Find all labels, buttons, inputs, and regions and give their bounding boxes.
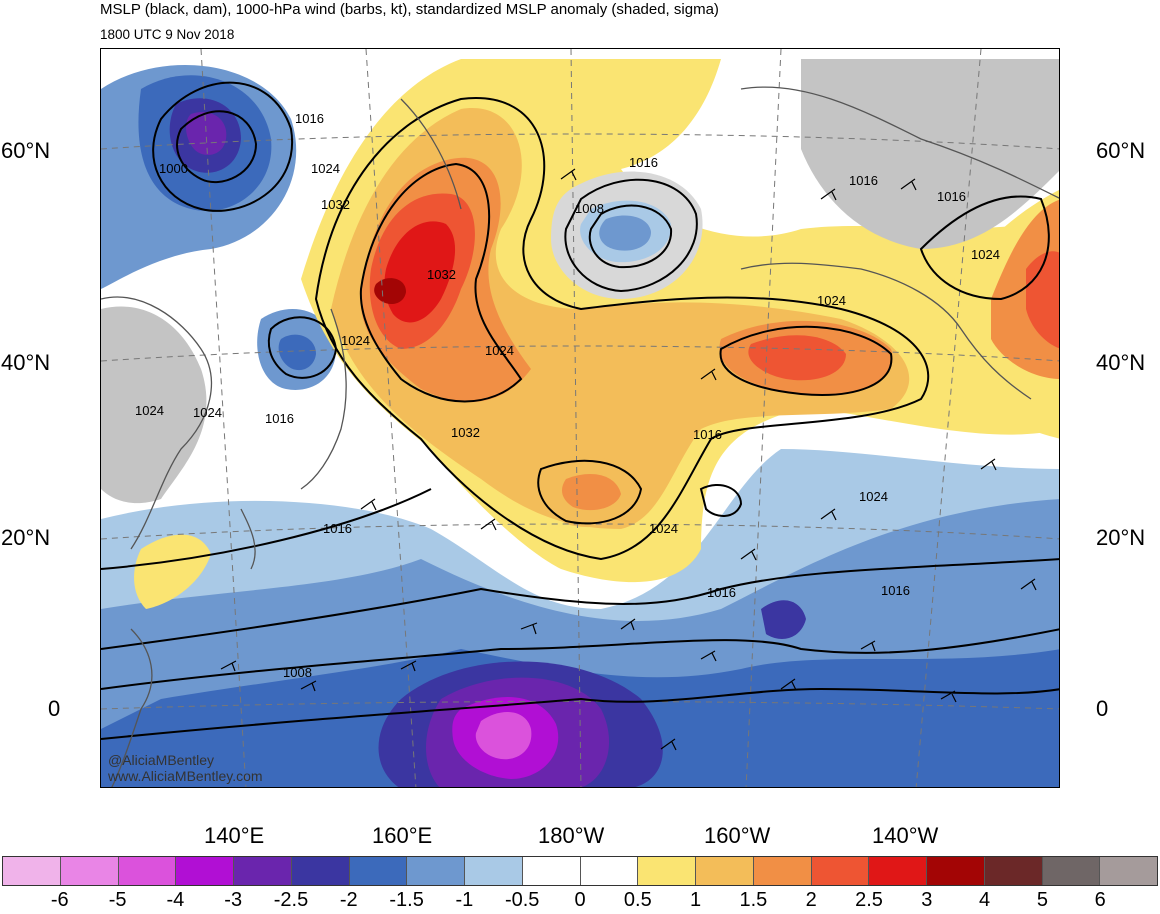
colorbar-tick-label: 2 [805,889,817,911]
anomaly-purple-nw-low [185,111,227,155]
lat-label-right: 20°N [1096,525,1146,550]
colorbar-swatch [984,857,1043,885]
colorbar-swatch [118,857,177,885]
colorbar-tick-label: 1 [690,889,702,911]
lat-label-right: 60°N [1096,138,1146,163]
colorbar-tick-label: -2 [339,889,358,911]
isobar-label: 1016 [295,111,324,126]
isobar-label: 1008 [575,201,604,216]
isobar-label: 1016 [937,189,966,204]
colorbar-swatch [696,857,754,885]
colorbar-swatch [580,857,639,885]
isobar-contours [101,81,1059,740]
colorbar-swatch [638,857,696,885]
isobar-label: 1024 [341,333,370,348]
colorbar-swatch [349,857,408,885]
anomaly-pink-center [475,711,532,760]
lon-label: 160°W [704,823,771,848]
isobar-label: 1024 [859,489,888,504]
colorbar-tick-label: -1.5 [389,889,424,911]
isobar-label: 1024 [971,247,1000,262]
colorbar-swatch [234,857,292,885]
isobar-label: 1032 [451,425,480,440]
isobar-label: 1016 [707,585,736,600]
isobar-label: 1016 [265,411,294,426]
colorbar-tick-label: 1.5 [739,889,768,911]
colorbar-tick-label: 2.5 [855,889,883,911]
colorbar-swatch [465,857,523,885]
isobar-label: 1032 [427,267,456,282]
colorbar-swatch [522,857,581,885]
colorbar [2,856,1158,886]
lat-label-left: 60°N [1,138,51,163]
colorbar-swatch [869,857,927,885]
anomaly-navy-east [761,600,806,639]
colorbar-tick-label: -4 [166,889,185,911]
isobar-label: 1016 [629,155,658,170]
colorbar-tick-label: 0.5 [623,889,652,911]
isobar-label: 1024 [135,403,164,418]
colorbar-swatch [1100,857,1157,885]
wind-barbs [220,168,1037,751]
map-panel: 1000 1016 1024 1032 1032 1024 1008 1016 … [100,48,1060,788]
isobar-label: 1016 [323,521,352,536]
colorbar-swatch [291,857,350,885]
coastlines [101,86,1059,787]
anomaly-yellow-philippines [134,534,211,609]
colorbar-tick-label: 5 [1036,889,1048,911]
colorbar-tick-label: -6 [50,889,69,911]
colorbar-tick-label: -0.5 [504,889,540,911]
colorbar-tick-label: -1 [455,889,474,911]
isobar-label: 1024 [485,343,514,358]
isobar-label: 1032 [321,197,350,212]
credit-website: www.AliciaMBentley.com [108,768,263,784]
colorbar-swatch [927,857,985,885]
colorbar-swatch [753,857,812,885]
isobar-label: 1024 [311,161,340,176]
anomaly-gray-alaska [801,59,1059,249]
isobar-label: 1016 [849,173,878,188]
lon-label: 180°W [538,823,605,848]
colorbar-swatch [1042,857,1101,885]
credit-handle: @AliciaMBentley [108,752,215,768]
anomaly-blue-aleutian [599,215,651,251]
colorbar-tick-label: -2.5 [273,889,309,911]
colorbar-swatch [176,857,234,885]
lat-label-left: 0 [48,696,61,721]
isobar-label: 1024 [649,521,678,536]
colorbar-tick-label: 0 [574,889,586,911]
isobar-label: 1008 [283,665,312,680]
colorbar-swatch [407,857,465,885]
anomaly-red-gulf [748,335,846,381]
colorbar-tick-label: -5 [108,889,127,911]
colorbar-swatch [811,857,870,885]
lat-label-right: 40°N [1096,350,1146,375]
colorbar-tick-label: 4 [979,889,991,911]
anomaly-blue-japan-core [278,334,316,371]
anomaly-red-east [1026,251,1059,349]
colorbar-tick-label: 3 [921,889,933,911]
lon-label: 140°W [872,823,939,848]
colorbar-tick-label: 6 [1094,889,1106,911]
colorbar-swatch [60,857,119,885]
isobar-label: 1016 [693,427,722,442]
lon-label: 160°E [372,823,433,848]
lat-label-left: 40°N [1,350,51,375]
map-valid-time: 1800 UTC 9 Nov 2018 [100,27,235,42]
isobar-label: 1024 [817,293,846,308]
anomaly-gray-asia [101,306,207,504]
colorbar-tick-label: -3 [224,889,243,911]
colorbar-swatch [3,857,61,885]
map-title: MSLP (black, dam), 1000-hPa wind (barbs,… [100,1,719,18]
anomaly-shading [101,59,1059,787]
isobar-label: 1000 [159,161,188,176]
isobar-label: 1024 [193,405,222,420]
map-canvas: 1000 1016 1024 1032 1032 1024 1008 1016 … [101,49,1059,787]
lon-label: 140°E [204,823,265,848]
lat-label-left: 20°N [1,525,51,550]
lat-label-right: 0 [1096,696,1109,721]
isobar-label: 1016 [881,583,910,598]
